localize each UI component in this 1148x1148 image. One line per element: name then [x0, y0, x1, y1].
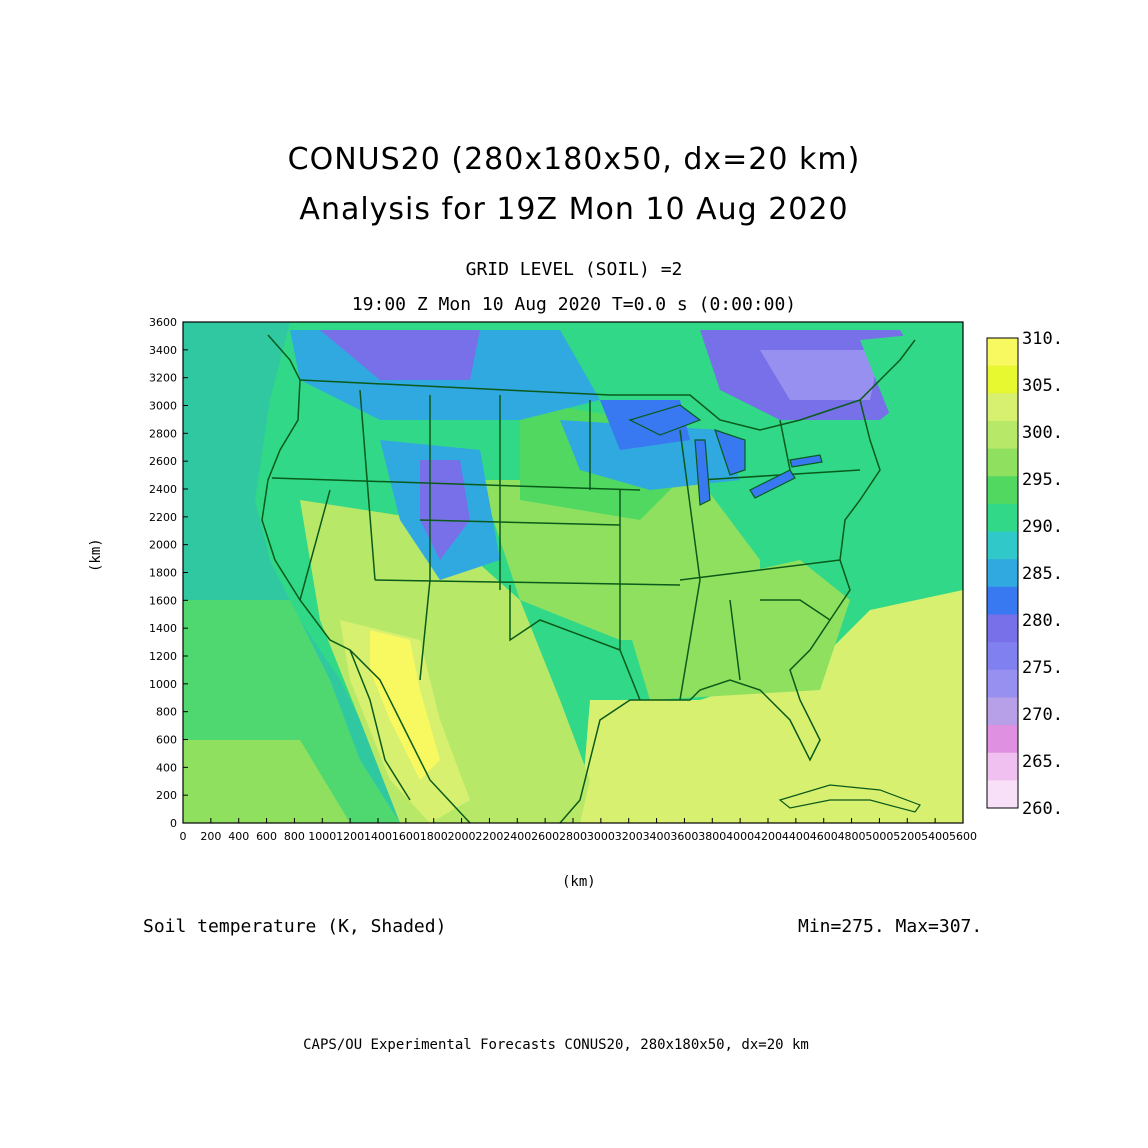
- x-tick-label: 1200: [336, 830, 364, 843]
- x-tick-label: 4400: [782, 830, 810, 843]
- x-tick-label: 2200: [475, 830, 503, 843]
- y-tick-label: 400: [156, 761, 177, 774]
- colorbar-label: 290.: [1022, 517, 1063, 537]
- x-tick-label: 1600: [392, 830, 420, 843]
- y-tick-label: 200: [156, 789, 177, 802]
- colorbar-swatch: [987, 448, 1018, 477]
- colorbar-swatch: [987, 697, 1018, 726]
- y-tick-label: 2000: [149, 539, 177, 552]
- y-tick-label: 2200: [149, 511, 177, 524]
- x-tick-label: 1000: [308, 830, 336, 843]
- soil-temperature-field: [183, 322, 963, 823]
- y-tick-label: 1000: [149, 678, 177, 691]
- x-tick-label: 3400: [643, 830, 671, 843]
- y-tick-label: 1800: [149, 567, 177, 580]
- y-tick-label: 600: [156, 734, 177, 747]
- x-tick-label: 5400: [921, 830, 949, 843]
- y-axis-label: (km): [88, 538, 104, 572]
- x-tick-label: 200: [200, 830, 221, 843]
- x-tick-label: 2400: [503, 830, 531, 843]
- colorbar-frame: [986, 337, 1019, 809]
- x-axis-label: (km): [562, 874, 596, 890]
- x-tick-label: 3600: [670, 830, 698, 843]
- x-tick-label: 800: [284, 830, 305, 843]
- colorbar-label: 280.: [1022, 611, 1063, 631]
- colorbar-swatch: [987, 669, 1018, 698]
- y-tick-label: 3400: [149, 344, 177, 357]
- x-tick-label: 5200: [893, 830, 921, 843]
- x-tick-label: 3800: [698, 830, 726, 843]
- colorbar-label: 310.: [1022, 329, 1063, 349]
- x-tick-label: 2000: [448, 830, 476, 843]
- colorbar-swatch: [987, 614, 1018, 643]
- valid-time-label: 19:00 Z Mon 10 Aug 2020 T=0.0 s (0:00:00…: [351, 294, 797, 315]
- x-tick-label: 4800: [838, 830, 866, 843]
- colorbar-swatch: [987, 420, 1018, 450]
- colorbar-swatch: [987, 780, 1018, 809]
- colorbar-label: 305.: [1022, 376, 1063, 396]
- y-tick-label: 3000: [149, 400, 177, 413]
- credit-line: CAPS/OU Experimental Forecasts CONUS20, …: [303, 1037, 809, 1053]
- colorbar-swatch: [987, 476, 1018, 505]
- title-line-2: Analysis for 19Z Mon 10 Aug 2020: [299, 192, 849, 227]
- colorbar-label: 300.: [1022, 423, 1063, 443]
- y-axis: 0 200 400 600 800 1000 1200 1400 1600 1800 2000 220…: [149, 316, 188, 830]
- colorbar-swatch: [987, 586, 1018, 615]
- title-line-1: CONUS20 (280x180x50, dx=20 km): [287, 142, 861, 177]
- colorbar-swatch: [987, 531, 1018, 560]
- state-borders: [261, 334, 916, 823]
- colorbar-label: 260.: [1022, 799, 1063, 819]
- colorbar-swatch: [987, 725, 1018, 754]
- colorbar-swatch: [987, 752, 1018, 781]
- x-tick-label: 3000: [587, 830, 615, 843]
- colorbar: 310. 305. 300. 295. 290. 285. 280. 275. 270. 265.…: [986, 329, 1063, 819]
- colorbar-swatch: [987, 393, 1018, 422]
- y-tick-label: 2600: [149, 455, 177, 468]
- min-max-label: Min=275. Max=307.: [798, 916, 983, 937]
- y-tick-label: 0: [170, 817, 177, 830]
- x-tick-label: 0: [180, 830, 187, 843]
- x-tick-label: 4000: [726, 830, 754, 843]
- colorbar-swatch: [987, 503, 1018, 533]
- colorbar-label: 270.: [1022, 705, 1063, 725]
- y-tick-label: 1400: [149, 622, 177, 635]
- grid-level-label: GRID LEVEL (SOIL) =2: [465, 259, 683, 280]
- colorbar-swatch: [987, 338, 1018, 367]
- x-tick-label: 5000: [865, 830, 893, 843]
- colorbar-label: 285.: [1022, 564, 1063, 584]
- y-tick-label: 1600: [149, 594, 177, 607]
- y-tick-label: 3600: [149, 316, 177, 329]
- x-tick-label: 2600: [531, 830, 559, 843]
- field-description: Soil temperature (K, Shaded): [143, 916, 447, 937]
- x-axis: 0 200 400 600 800 1000 1200 1400 1600 1800 2000 220…: [180, 818, 977, 843]
- y-tick-label: 2800: [149, 427, 177, 440]
- x-tick-label: 600: [256, 830, 277, 843]
- y-tick-label: 3200: [149, 372, 177, 385]
- colorbar-swatch: [987, 559, 1018, 588]
- y-tick-label: 1200: [149, 650, 177, 663]
- x-tick-label: 3200: [615, 830, 643, 843]
- x-tick-label: 1800: [420, 830, 448, 843]
- colorbar-swatch: [987, 365, 1018, 394]
- x-tick-label: 2800: [559, 830, 587, 843]
- colorbar-label: 265.: [1022, 752, 1063, 772]
- x-tick-label: 400: [228, 830, 249, 843]
- colorbar-swatch: [987, 642, 1018, 671]
- y-tick-label: 800: [156, 706, 177, 719]
- great-lakes: [628, 404, 823, 506]
- colorbar-label: 275.: [1022, 658, 1063, 678]
- y-tick-label: 2400: [149, 483, 177, 496]
- colorbar-label: 295.: [1022, 470, 1063, 490]
- x-tick-label: 1400: [364, 830, 392, 843]
- x-tick-label: 5600: [949, 830, 977, 843]
- caribbean-islands: [778, 784, 921, 813]
- x-tick-label: 4600: [810, 830, 838, 843]
- x-tick-label: 4200: [754, 830, 782, 843]
